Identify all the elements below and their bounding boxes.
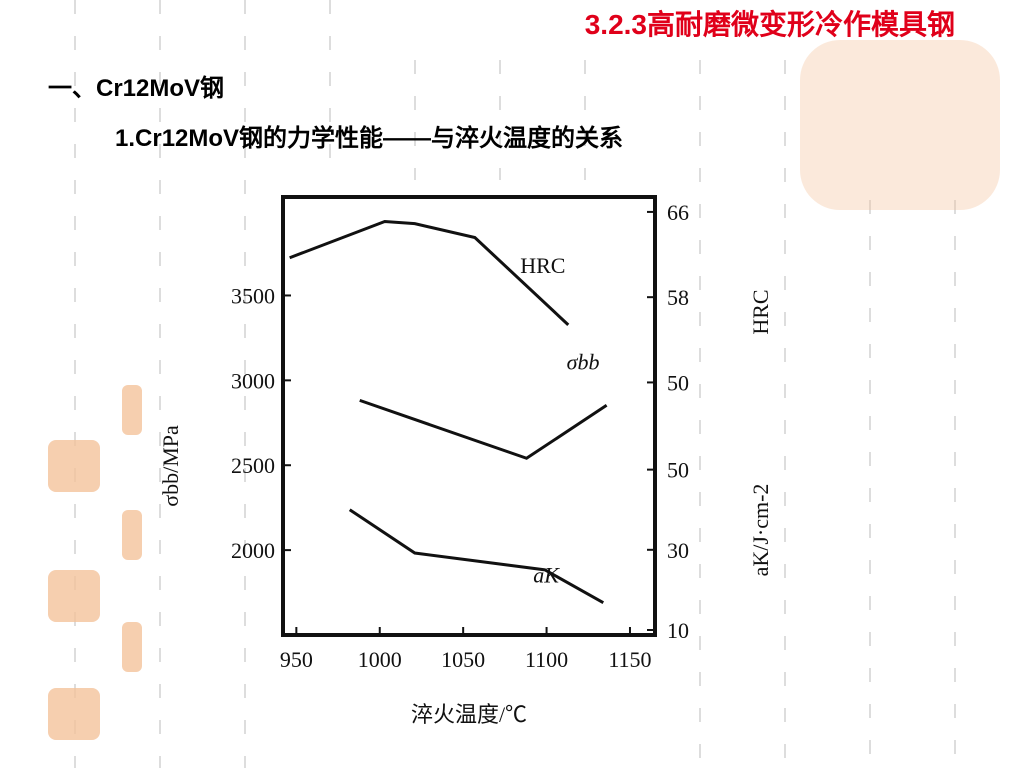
x-tick-label: 1050 bbox=[441, 647, 485, 672]
y-tick-label: 3000 bbox=[231, 368, 275, 393]
series-label: σbb bbox=[567, 349, 600, 374]
x-tick-label: 1150 bbox=[608, 647, 651, 672]
series-line bbox=[289, 219, 570, 326]
y2-tick-label: 58 bbox=[667, 285, 689, 310]
y2-tick-label: 66 bbox=[667, 200, 689, 225]
slide-title: 3.2.3高耐磨微变形冷作模具钢 bbox=[585, 8, 955, 40]
y3-tick-label: 30 bbox=[667, 538, 689, 563]
series-label: HRC bbox=[520, 253, 565, 278]
x-tick-label: 950 bbox=[280, 647, 313, 672]
seal-decor bbox=[48, 40, 1000, 740]
y-axis-title: σbb/MPa bbox=[158, 425, 183, 507]
background-decor bbox=[74, 0, 956, 768]
y3-tick-label: 10 bbox=[667, 618, 689, 643]
y3-axis-title: aK/J·cm-2 bbox=[748, 484, 773, 577]
series-line bbox=[359, 398, 608, 460]
y3-tick-label: 50 bbox=[667, 458, 689, 483]
series-label: aK bbox=[533, 563, 560, 588]
x-axis-title: 淬火温度/℃ bbox=[411, 702, 527, 727]
section-heading: 一、Cr12MoV钢 bbox=[48, 75, 224, 102]
series-line bbox=[348, 508, 605, 605]
plot-frame bbox=[281, 195, 657, 637]
subheading: 1.Cr12MoV钢的力学性能——与淬火温度的关系 bbox=[115, 124, 623, 152]
x-tick-label: 1000 bbox=[358, 647, 402, 672]
y-tick-label: 3500 bbox=[231, 283, 275, 308]
y2-axis-title: HRC bbox=[748, 289, 773, 334]
y2-tick-label: 50 bbox=[667, 370, 689, 395]
y-tick-label: 2000 bbox=[231, 538, 275, 563]
y-tick-label: 2500 bbox=[231, 453, 275, 478]
x-tick-label: 1100 bbox=[525, 647, 568, 672]
